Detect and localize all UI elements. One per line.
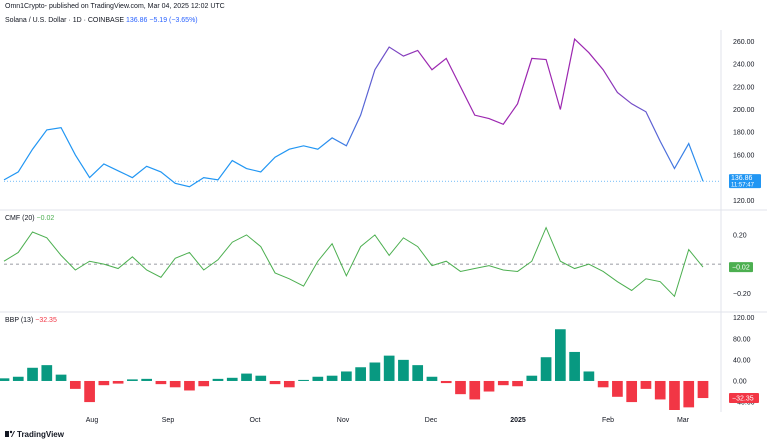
bbp-bar <box>426 376 438 381</box>
bbp-legend: BBP (13) −32.35 <box>5 317 57 324</box>
bbp-bar <box>469 380 481 400</box>
time-tick-label: Sep <box>162 417 175 424</box>
time-tick-label: Oct <box>250 417 261 424</box>
price-tick-label: 240.00 <box>733 62 755 69</box>
bbp-bar <box>127 379 138 381</box>
bbp-bar <box>512 380 523 387</box>
time-tick-label: Feb <box>602 417 614 424</box>
bbp-bar <box>69 380 81 389</box>
cmf-legend: CMF (20) −0.02 <box>5 215 54 222</box>
bbp-bar <box>569 351 580 381</box>
bbp-bar <box>298 379 309 381</box>
bbp-bar <box>269 380 281 385</box>
bbp-bar <box>383 355 395 381</box>
bbp-bar <box>98 380 110 386</box>
tradingview-brand: TradingView <box>5 430 64 439</box>
bbp-bar <box>112 380 124 384</box>
bbp-badge-label: −32.35 <box>732 396 754 403</box>
time-tick-label: Dec <box>425 417 438 424</box>
bbp-bar <box>27 367 38 381</box>
price-tick-label: 160.00 <box>733 152 755 159</box>
bbp-bar <box>84 380 95 403</box>
bbp-bar <box>554 329 566 381</box>
bbp-bar <box>597 380 609 388</box>
tradingview-logo-icon <box>5 430 15 437</box>
bbp-bar <box>697 380 709 399</box>
bbp-bar <box>312 376 324 381</box>
bbp-bar <box>184 380 195 391</box>
price-tick-label: 180.00 <box>733 130 755 137</box>
price-tick-label: 200.00 <box>733 107 755 114</box>
symbol-legend: Solana / U.S. Dollar · 1D · COINBASE 136… <box>5 17 198 24</box>
bbp-bar <box>255 375 267 381</box>
price-series-line <box>3 37 704 188</box>
bbp-tick-label: −40.00 <box>733 400 755 407</box>
bbp-tick-label: 40.00 <box>733 357 751 364</box>
cmf-tick-label: 0.20 <box>733 232 747 239</box>
bbp-bar <box>669 380 680 410</box>
cmf-tick-label: −0.20 <box>733 291 751 298</box>
bbp-tick-label: 120.00 <box>733 315 755 322</box>
bbp-bar <box>412 365 424 381</box>
cmf-badge-label: −0.02 <box>732 265 750 272</box>
bbp-bar <box>55 374 67 381</box>
price-tick-label: 260.00 <box>733 39 755 46</box>
bbp-bar <box>455 380 466 395</box>
cmf-value: −0.02 <box>36 215 55 222</box>
bbp-bar <box>440 380 452 384</box>
attribution-text: Omn1Crypto- published on TradingView.com… <box>5 3 225 10</box>
bbp-bar <box>369 362 381 381</box>
bbp-tick-label: 0.00 <box>733 378 747 385</box>
bbp-bar <box>12 376 24 381</box>
bbp-bar <box>640 380 652 389</box>
bbp-bar <box>41 365 53 381</box>
bbp-bar <box>526 375 538 381</box>
bbp-bar <box>497 380 509 386</box>
symbol-title: Solana / U.S. Dollar · 1D · COINBASE <box>5 17 125 24</box>
countdown-label: 11:57:47 <box>731 183 755 189</box>
time-tick-label: 2025 <box>510 417 526 424</box>
bbp-bar <box>226 377 238 381</box>
bbp-bar <box>341 371 352 381</box>
bbp-bar <box>626 380 638 403</box>
bbp-bar <box>654 380 666 400</box>
bbp-tick-label: 80.00 <box>733 336 751 343</box>
bbp-bar <box>326 375 338 381</box>
bbp-bar <box>683 380 695 408</box>
price-change: −5.19 (−3.65%) <box>149 17 198 24</box>
cmf-series-line <box>3 226 704 298</box>
time-tick-label: Aug <box>86 417 99 424</box>
cmf-badge <box>729 262 753 273</box>
bbp-bar <box>169 380 181 388</box>
bbp-bar <box>355 367 366 381</box>
last-price: 136.86 <box>126 17 148 24</box>
bbp-bar <box>283 380 295 388</box>
time-tick-label: Nov <box>337 417 350 424</box>
bbp-bar <box>398 359 409 381</box>
bbp-bar <box>212 378 224 381</box>
bbp-bar <box>612 380 623 397</box>
bbp-bar <box>0 378 10 381</box>
bbp-bar <box>583 371 595 381</box>
bbp-bar <box>198 380 210 387</box>
last-price-badge <box>729 174 761 189</box>
price-tick-label: 220.00 <box>733 84 755 91</box>
price-tick-label: 120.00 <box>733 198 755 205</box>
bbp-title: BBP (13) <box>5 317 34 324</box>
bbp-bar <box>540 357 552 381</box>
cmf-title: CMF (20) <box>5 215 35 222</box>
bbp-value: −32.35 <box>35 317 57 324</box>
time-tick-label: Mar <box>677 417 690 424</box>
bbp-bar <box>241 373 252 381</box>
bbp-bar <box>483 380 495 392</box>
bbp-bar <box>141 378 153 381</box>
last-price-badge-label: 136.86 <box>731 175 753 182</box>
bbp-badge <box>729 393 759 404</box>
bbp-bar <box>155 380 167 385</box>
brand-label: TradingView <box>17 430 64 439</box>
